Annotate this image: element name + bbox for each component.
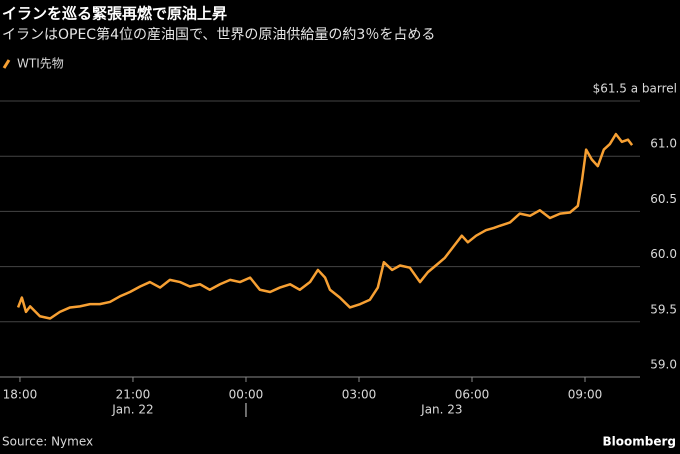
y-tick-label: 60.5 xyxy=(650,192,677,206)
y-tick-label: $61.5 a barrel xyxy=(593,82,677,96)
y-tick-label: 61.0 xyxy=(650,137,677,151)
brand: Bloomberg xyxy=(603,435,677,449)
x-tick-label: 00:00 xyxy=(229,388,264,402)
date-label: Jan. 23 xyxy=(420,403,462,417)
date-label: Jan. 22 xyxy=(111,403,153,417)
source: Source: Nymex xyxy=(2,435,93,449)
legend-icon xyxy=(2,59,11,69)
y-tick-label: 59.0 xyxy=(650,358,677,372)
y-tick-label: 59.5 xyxy=(650,302,677,316)
series-line xyxy=(16,132,634,320)
x-tick-label: 18:00 xyxy=(3,388,38,402)
chart-subtitle: イランはOPEC第4位の産油国で、世界の原油供給量の約3％を占める xyxy=(2,26,435,43)
legend-label: WTI先物 xyxy=(17,57,64,71)
x-tick-label: 09:00 xyxy=(568,388,603,402)
y-tick-label: 60.0 xyxy=(650,247,677,261)
x-tick-label: 21:00 xyxy=(116,388,151,402)
chart-title: イランを巡る緊張再燃で原油上昇 xyxy=(2,5,227,23)
x-tick-label: 06:00 xyxy=(455,388,490,402)
x-tick-label: 03:00 xyxy=(342,388,377,402)
